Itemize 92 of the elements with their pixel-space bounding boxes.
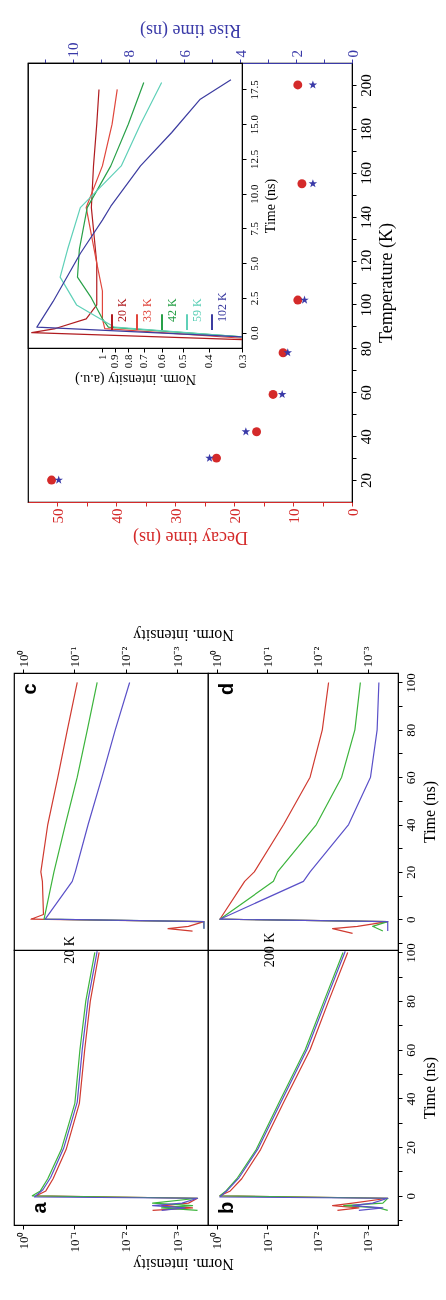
x-tick-label: 0.6 bbox=[155, 354, 168, 369]
y-tick-label: 40 bbox=[402, 1092, 418, 1106]
x-tick-label: 0 bbox=[344, 508, 361, 516]
y-tick-label: 20 bbox=[402, 865, 418, 879]
y-axis-title: Temperature (K) bbox=[375, 222, 397, 344]
x-tick-label: 10⁻¹ bbox=[259, 646, 275, 668]
text: 59 K bbox=[190, 298, 204, 323]
y-tick-label: 100 bbox=[402, 943, 418, 963]
x-tick-label: 10⁻¹ bbox=[66, 646, 82, 668]
text: 20 K bbox=[115, 298, 129, 323]
x-axis-title: Norm. intensity bbox=[133, 1255, 234, 1274]
point bbox=[212, 453, 221, 463]
x-tick-label: 0.7 bbox=[137, 354, 150, 369]
x-tick-label: 1 bbox=[95, 354, 108, 360]
x2-tick-label: 6 bbox=[176, 49, 193, 58]
text: 102 K bbox=[215, 292, 229, 323]
x-tick-label: 10⁻² bbox=[309, 646, 325, 668]
x-tick-label: 0.3 bbox=[235, 354, 248, 369]
y-tick-label: 20 bbox=[402, 1141, 418, 1155]
point bbox=[293, 80, 303, 90]
x-tick-label: 0.5 bbox=[176, 354, 189, 369]
x-tick-label: 10 bbox=[285, 508, 302, 524]
y-tick-label: 60 bbox=[357, 385, 374, 401]
y-tick-label: 5.0 bbox=[247, 256, 260, 271]
x-axis-title: Decay time (ns) bbox=[133, 526, 248, 548]
x-tick-label: 10⁻² bbox=[118, 646, 134, 668]
x-tick-label: 10⁰ bbox=[209, 1231, 225, 1250]
x-tick-label: 0.8 bbox=[121, 354, 134, 369]
y-tick-label: 180 bbox=[357, 118, 374, 141]
y-axis-title: Time (ns) bbox=[420, 780, 439, 844]
annotation: 200 K bbox=[262, 932, 277, 968]
point bbox=[252, 427, 262, 437]
y-tick-label: 15.0 bbox=[247, 114, 260, 135]
y-tick-label: 10.0 bbox=[247, 184, 260, 204]
x2-tick-label: 2 bbox=[288, 50, 305, 58]
x2-tick-label: 10 bbox=[65, 42, 82, 58]
x-tick-label: 0.9 bbox=[108, 354, 121, 369]
chart-title: d bbox=[215, 682, 237, 696]
x-tick-label: 10⁰ bbox=[209, 649, 225, 668]
y-tick-label: 80 bbox=[402, 723, 418, 737]
x2-tick-label: 4 bbox=[232, 49, 249, 58]
x-tick-label: 10⁰ bbox=[15, 649, 31, 668]
x-tick-label: 10⁻¹ bbox=[66, 1231, 82, 1253]
y-tick-label: 20 bbox=[357, 473, 374, 489]
x-tick-label: 10⁻³ bbox=[360, 646, 376, 668]
y-tick-label: 60 bbox=[402, 771, 418, 785]
x2-tick-label: 8 bbox=[121, 50, 138, 58]
y-tick-label: 17.5 bbox=[247, 79, 260, 100]
x2-tick-label: 0 bbox=[344, 50, 361, 58]
y-tick-label: 100 bbox=[402, 673, 418, 693]
y-tick-label: 140 bbox=[357, 205, 374, 229]
point bbox=[47, 475, 57, 485]
x-tick-label: 10⁻³ bbox=[360, 1231, 376, 1253]
y-tick-label: 0 bbox=[402, 916, 418, 923]
text: 42 K bbox=[165, 298, 179, 323]
x-axis-title: Norm. intensity (a.u.) bbox=[74, 371, 196, 388]
y-tick-label: 0.0 bbox=[247, 325, 260, 341]
x-tick-label: 10⁰ bbox=[15, 1231, 31, 1250]
y-tick-label: 80 bbox=[402, 995, 418, 1009]
y-tick-label: 0 bbox=[402, 1193, 418, 1200]
x-tick-label: 10⁻³ bbox=[169, 1231, 185, 1253]
x-tick-label: 20 bbox=[226, 508, 243, 524]
x-tick-label: 0.4 bbox=[202, 354, 215, 369]
x2-axis-title: Rise time (ns) bbox=[140, 19, 241, 41]
point bbox=[293, 295, 303, 305]
text: a bbox=[28, 1201, 50, 1214]
x-tick-label: 40 bbox=[108, 508, 125, 524]
x-tick-label: 10⁻² bbox=[309, 1231, 325, 1253]
y-tick-label: 60 bbox=[402, 1043, 418, 1057]
y-tick-label: 40 bbox=[357, 429, 374, 445]
y-tick-label: 100 bbox=[357, 293, 374, 317]
y-tick-label: 40 bbox=[402, 818, 418, 832]
text: b bbox=[215, 1201, 237, 1215]
y-tick-label: 80 bbox=[357, 341, 374, 357]
y-tick-label: 2.5 bbox=[247, 291, 260, 306]
x-axis-title: Norm. intensity bbox=[133, 625, 234, 644]
y-tick-label: 120 bbox=[357, 249, 374, 273]
x-tick-label: 10⁻² bbox=[118, 1231, 134, 1253]
y-tick-label: 12.5 bbox=[247, 149, 260, 170]
x-tick-label: 10⁻³ bbox=[169, 646, 185, 668]
x-tick-label: 50 bbox=[49, 508, 66, 524]
x-tick-label: 30 bbox=[167, 508, 184, 524]
y-tick-label: 160 bbox=[357, 162, 374, 185]
y-tick-label: 200 bbox=[357, 74, 374, 97]
point bbox=[297, 179, 307, 189]
point bbox=[268, 389, 278, 399]
y-axis-title: Time (ns) bbox=[262, 178, 279, 234]
chart-title: c bbox=[18, 683, 40, 695]
x-tick-label: 10⁻¹ bbox=[259, 1231, 275, 1253]
y-axis-title: Time (ns) bbox=[420, 1056, 439, 1120]
text: 33 K bbox=[140, 298, 154, 323]
y-tick-label: 7.5 bbox=[247, 221, 260, 236]
